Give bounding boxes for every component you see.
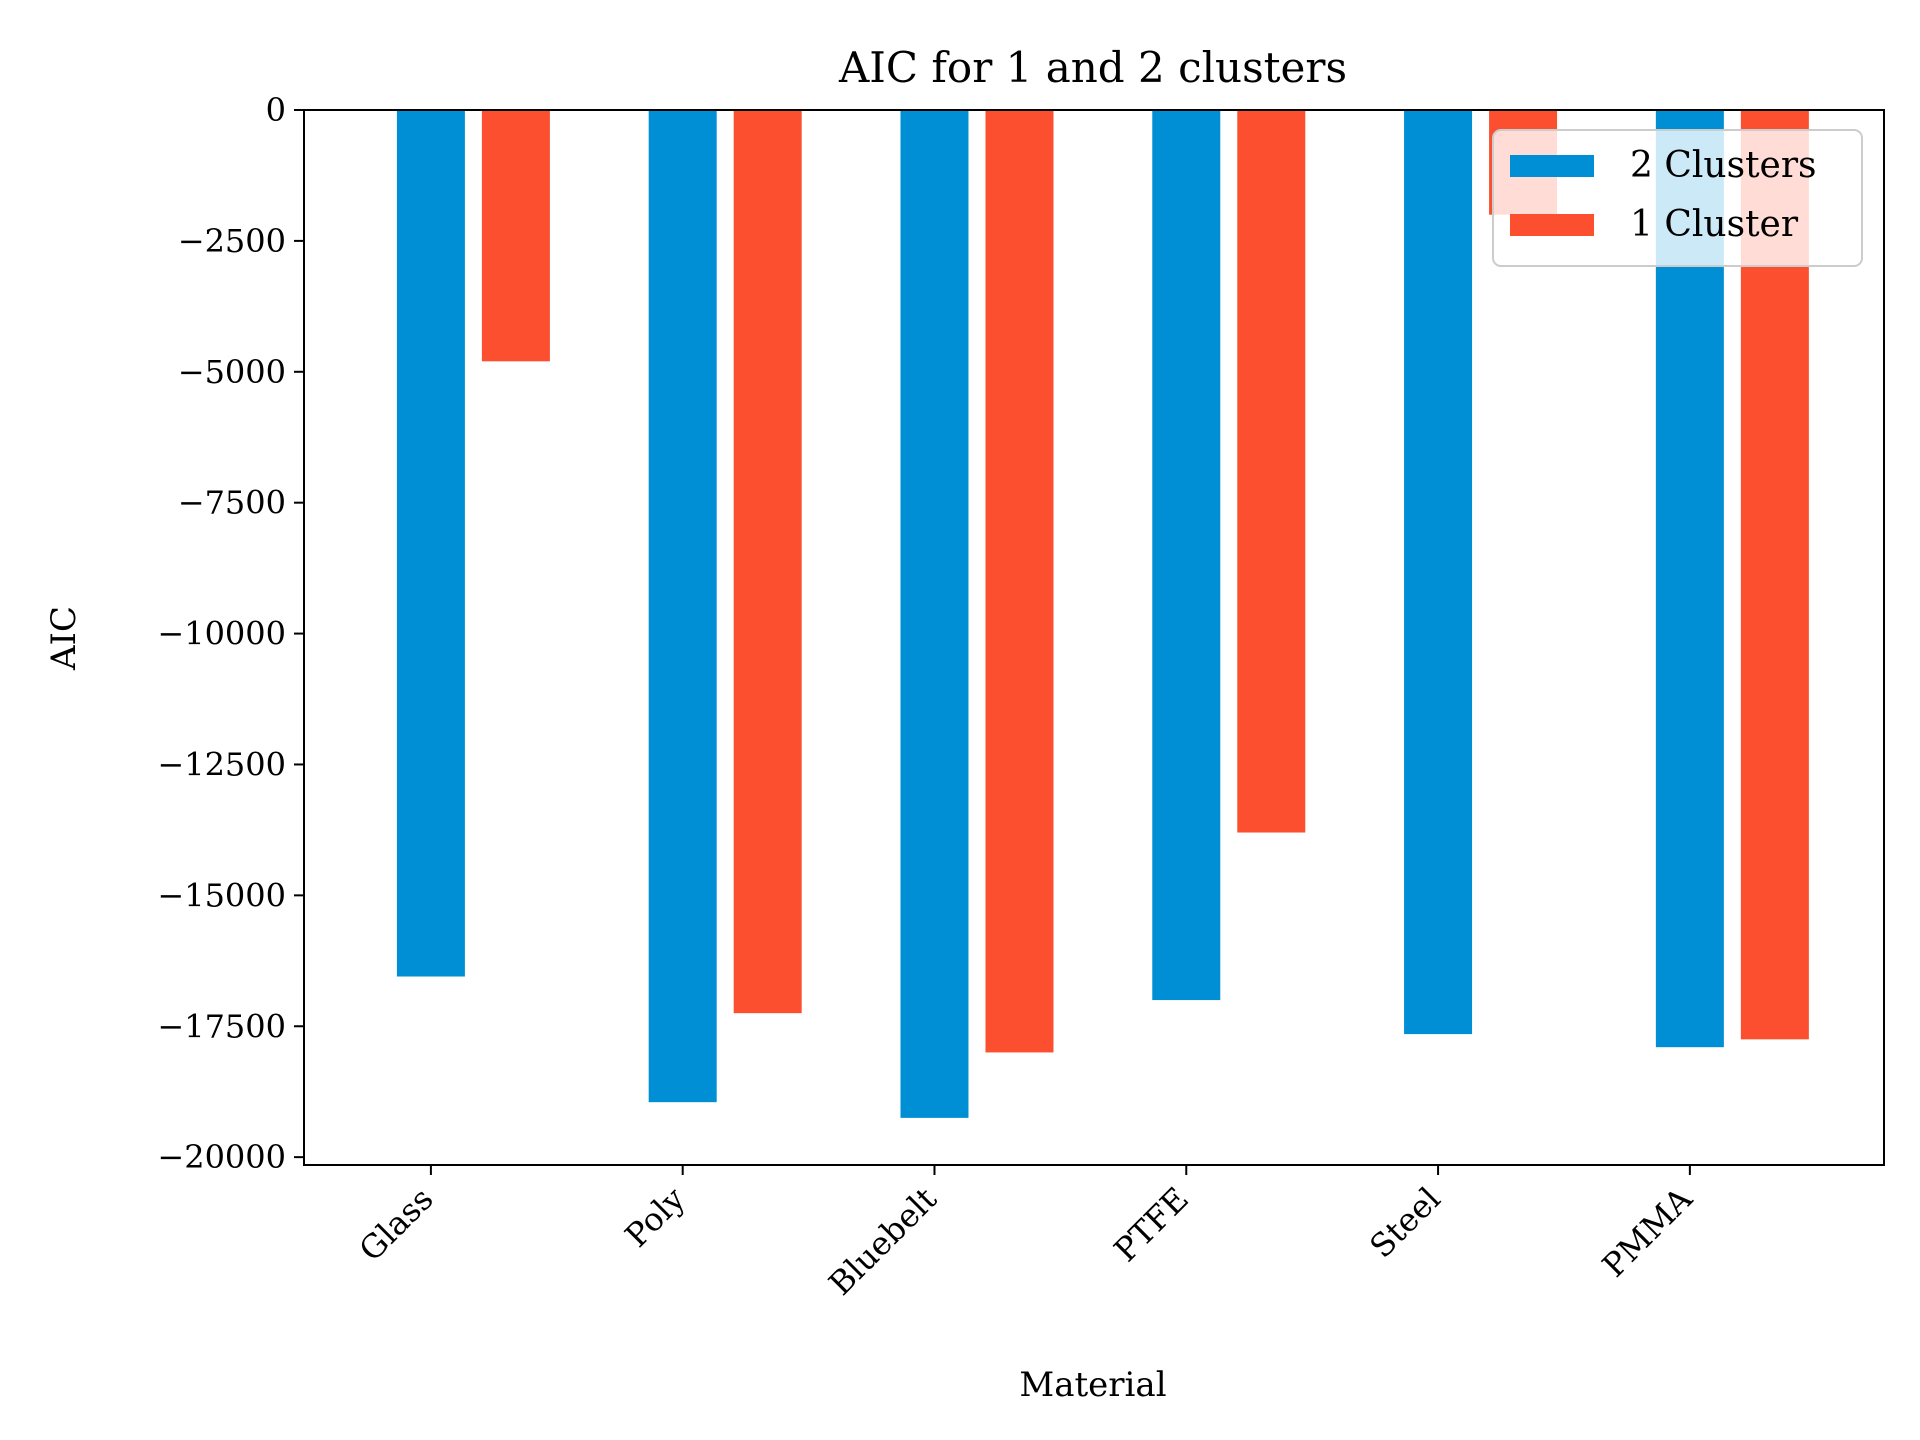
legend-label-2-clusters: 2 Clusters <box>1630 145 1817 186</box>
plot-frame <box>303 109 1885 1166</box>
y-axis-label: AIC <box>44 606 84 671</box>
y-tick-label: −12500 <box>157 745 286 783</box>
y-tick-label: −10000 <box>157 615 286 653</box>
y-tick-label: −17500 <box>157 1007 286 1045</box>
bar-2-clusters-bluebelt <box>900 110 969 1118</box>
y-tick-label: −2500 <box>178 222 286 260</box>
y-tick-label: 0 <box>266 91 286 129</box>
bar-2-clusters-ptfe <box>1152 110 1221 1001</box>
bar-1-cluster-glass <box>481 110 550 362</box>
legend-swatch-1-cluster <box>1510 214 1594 236</box>
legend-swatch-2-clusters <box>1510 155 1594 177</box>
bars-layer <box>396 110 1809 1118</box>
chart-title: AIC for 1 and 2 clusters <box>838 43 1347 92</box>
bar-1-cluster-ptfe <box>1237 110 1306 833</box>
legend: 2 Clusters 1 Cluster <box>1492 129 1863 267</box>
bar-2-clusters-glass <box>396 110 465 977</box>
y-axis: 0 −2500 −5000 −7500 −10000 −12500 −15000 −17500… <box>157 91 304 1176</box>
y-tick-label: −5000 <box>178 353 286 391</box>
y-tick-label: −15000 <box>157 876 286 914</box>
bar-2-clusters-steel <box>1404 110 1473 1035</box>
y-tick-label: −20000 <box>157 1138 286 1176</box>
y-tick-label: −7500 <box>178 484 286 522</box>
legend-label-1-cluster: 1 Cluster <box>1630 204 1799 245</box>
x-axis-label: Material <box>1019 1365 1166 1405</box>
bar-2-clusters-poly <box>648 110 717 1103</box>
bar-1-cluster-poly <box>733 110 802 1014</box>
bar-1-cluster-bluebelt <box>985 110 1054 1053</box>
